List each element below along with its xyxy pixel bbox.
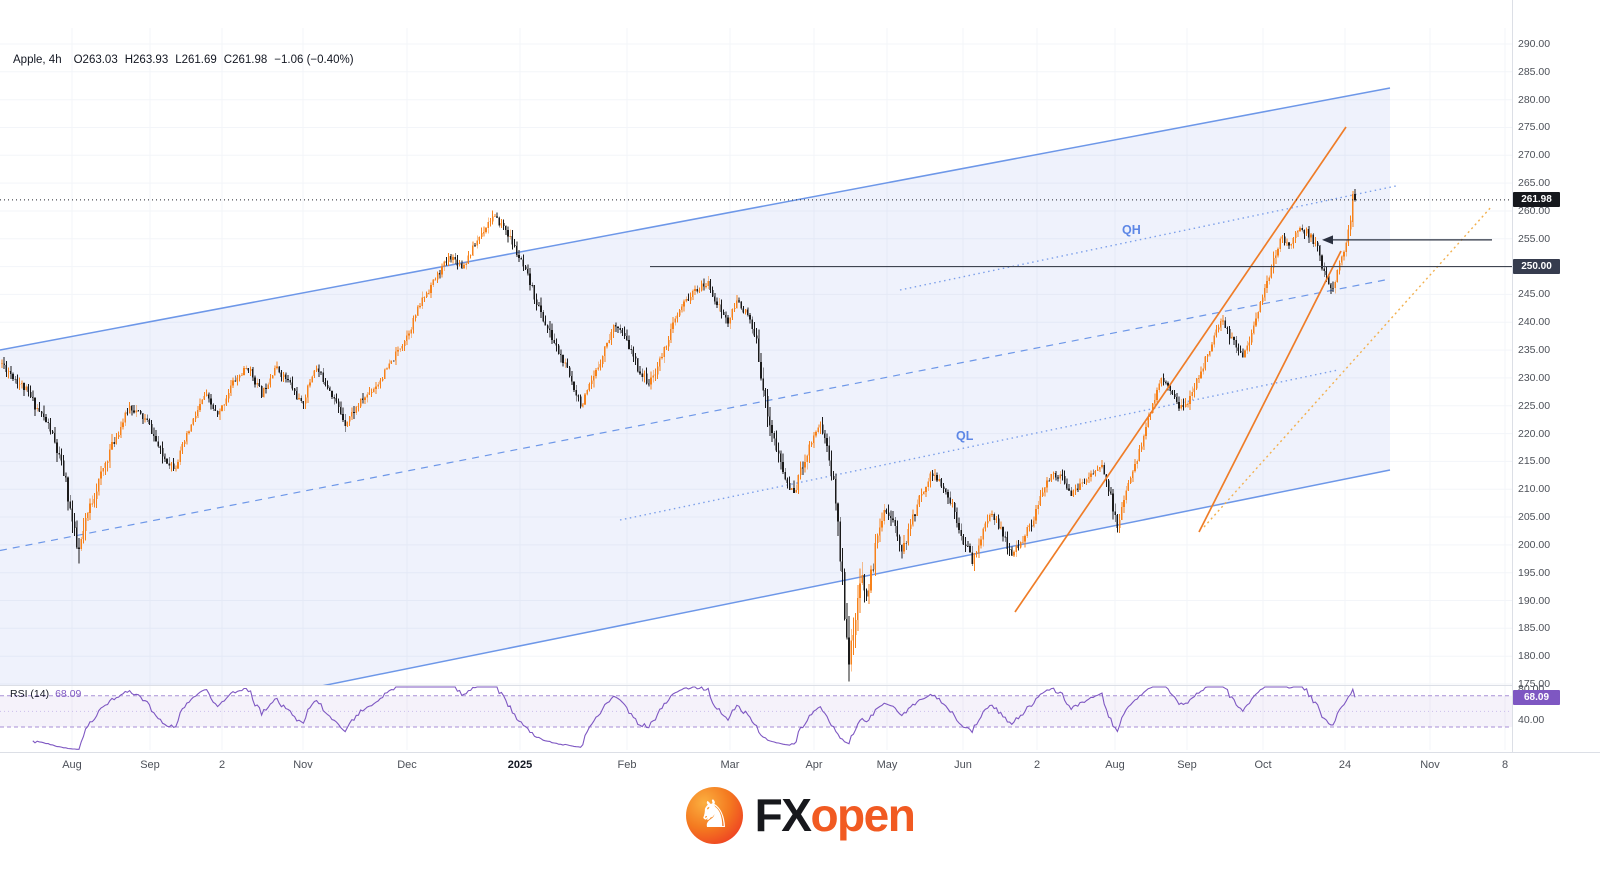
price-tick: 275.00: [1518, 121, 1551, 134]
price-tick: 245.00: [1518, 288, 1551, 301]
symbol-legend[interactable]: Apple, 4h O263.03 H263.93 L261.69 C261.98 −1.…: [13, 54, 361, 66]
price-tick: 260.00: [1518, 204, 1551, 217]
logo-fx: FX: [754, 789, 812, 841]
time-tick: 2: [1033, 759, 1041, 771]
price-tick: 175.00: [1518, 678, 1551, 690]
time-tick: Dec: [397, 759, 417, 771]
price-tick: 235.00: [1518, 344, 1551, 357]
rsi-label: RSI (14): [10, 688, 50, 700]
rsi-current-value: 68.09: [55, 688, 82, 700]
price-tick: 255.00: [1518, 232, 1551, 245]
time-tick: Sep: [1177, 759, 1197, 771]
rsi-value-badge: 68.09: [1513, 689, 1560, 705]
time-axis[interactable]: Aug Sep 2 Nov Dec 2025 Feb Mar Apr May Jun 2 Aug Sep O…: [0, 752, 1600, 778]
price-tick: 265.00: [1518, 177, 1551, 190]
time-tick: Aug: [1105, 759, 1125, 771]
candlestick-series: [1, 189, 1356, 682]
fxopen-emblem-icon: ♞: [685, 786, 743, 844]
legend-high: H263.93: [124, 54, 169, 66]
rsi-legend[interactable]: RSI (14) 68.09: [10, 688, 81, 700]
time-tick: 8: [1501, 759, 1509, 771]
time-tick: Aug: [62, 759, 82, 771]
fxopen-logo: ♞ FXopen: [0, 779, 1600, 851]
price-tick: 290.00: [1518, 38, 1551, 50]
fxopen-logo-text: FXopen: [754, 788, 916, 842]
time-tick: 24: [1338, 759, 1352, 771]
time-tick: 2: [218, 759, 226, 771]
logo-open: open: [810, 789, 915, 841]
price-tick: 240.00: [1518, 316, 1551, 329]
price-tick: 195.00: [1518, 566, 1551, 579]
rsi-indicator-pane[interactable]: [0, 686, 1512, 750]
time-tick: Mar: [720, 759, 740, 771]
grid-layer: [0, 28, 1512, 750]
legend-open: O263.03: [73, 54, 118, 66]
time-tick: Oct: [1254, 759, 1272, 771]
time-tick: Nov: [293, 759, 313, 771]
price-tick: 280.00: [1518, 93, 1551, 106]
price-tick: 285.00: [1518, 65, 1551, 78]
time-tick: Nov: [1420, 759, 1440, 771]
price-tick: 200.00: [1518, 538, 1551, 551]
time-tick: Jun: [954, 759, 972, 771]
time-tick: Apr: [805, 759, 823, 771]
legend-close: C261.98: [223, 54, 268, 66]
main-chart-svg[interactable]: QH QL: [0, 0, 1512, 752]
price-tick: 190.00: [1518, 594, 1551, 607]
price-tick: 215.00: [1518, 455, 1551, 468]
current-price-badge: 261.98: [1513, 192, 1560, 208]
time-tick: Feb: [617, 759, 637, 771]
legend-change: −1.06 (−0.40%): [274, 54, 354, 66]
ql-label[interactable]: QL: [956, 429, 974, 443]
legend-symbol: Apple, 4h: [13, 54, 62, 66]
time-tick: May: [876, 759, 898, 771]
price-tick: 230.00: [1518, 371, 1551, 384]
price-axis[interactable]: 290.00 285.00 280.00 275.00 270.00 265.00 260.…: [1512, 0, 1600, 752]
rsi-lower-tick: 40.00: [1518, 714, 1545, 727]
price-tick: 180.00: [1518, 650, 1551, 663]
pane-separator[interactable]: [0, 685, 1600, 686]
price-tick: 185.00: [1518, 622, 1551, 635]
time-tick: Sep: [140, 759, 160, 771]
price-tick: 270.00: [1518, 149, 1551, 162]
price-tick: 220.00: [1518, 427, 1551, 440]
legend-low: L261.69: [175, 54, 217, 66]
price-tick: 205.00: [1518, 511, 1551, 524]
price-tick: 210.00: [1518, 483, 1551, 496]
trendline-drawings[interactable]: [0, 126, 1512, 613]
hline-price-badge: 250.00: [1513, 259, 1560, 275]
price-tick: 225.00: [1518, 399, 1551, 412]
time-tick: 2025: [507, 759, 533, 771]
trend-channel-drawing[interactable]: [0, 87, 1397, 751]
qh-label[interactable]: QH: [1122, 223, 1141, 237]
